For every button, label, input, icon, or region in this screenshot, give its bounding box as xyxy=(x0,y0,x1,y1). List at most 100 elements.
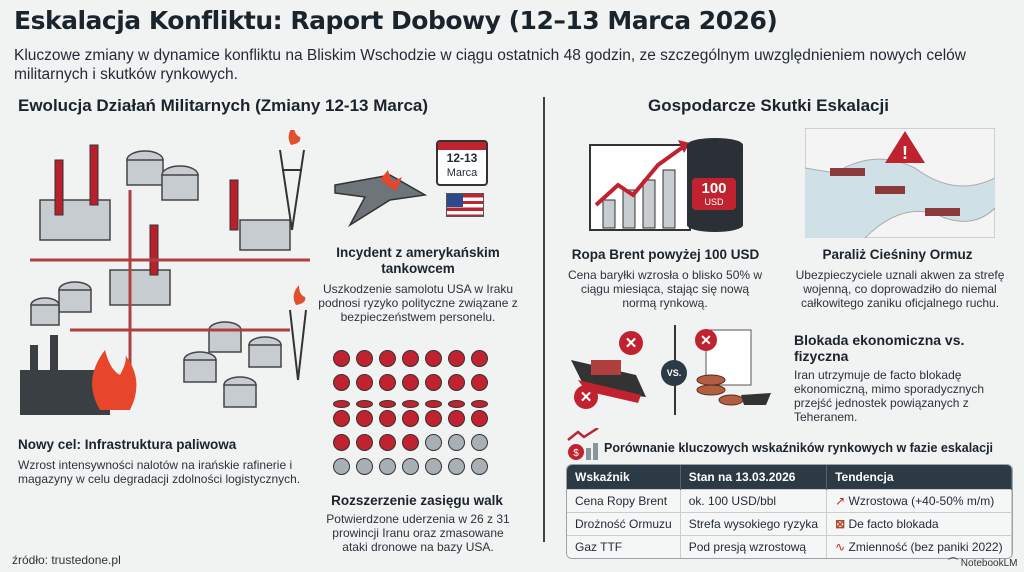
table-cell: ↗ Wzrostowa (+40-50% m/m) xyxy=(826,488,1012,512)
province-struck-dot xyxy=(333,374,350,391)
province-struck-dot xyxy=(471,400,488,408)
table-row: Cena Ropy Brent ok. 100 USD/bbl ↗ Wzrost… xyxy=(567,488,1012,512)
province-unstruck-dot xyxy=(471,458,488,475)
dot-row xyxy=(330,458,510,482)
trend-up-icon: ↗ xyxy=(835,493,846,508)
svg-text:!: ! xyxy=(902,143,908,163)
province-struck-dot xyxy=(379,434,396,451)
fuel-text: Wzrost intensywności nalotów na irańskie… xyxy=(18,458,301,486)
province-struck-dot xyxy=(402,374,419,391)
province-struck-dot xyxy=(402,434,419,451)
province-struck-dot xyxy=(425,350,442,367)
province-unstruck-dot xyxy=(448,458,465,475)
table-cell: ∿ Zmienność (bez paniki 2022) xyxy=(826,534,1012,558)
table-cell: ⊠ De facto blokada xyxy=(826,511,1012,535)
province-struck-dot xyxy=(379,410,396,427)
province-struck-dot xyxy=(448,400,465,408)
province-unstruck-dot xyxy=(402,458,419,475)
province-struck-dot xyxy=(448,350,465,367)
page-title: Eskalacja Konfliktu: Raport Dobowy (12–1… xyxy=(14,6,778,35)
market-growth-icon: $ xyxy=(567,428,599,460)
dot-row xyxy=(330,350,510,374)
range-text: Potwierdzone uderzenia w 26 z 31 prowinc… xyxy=(326,512,510,554)
table-header-row: Wskaźnik Stan na 13.03.2026 Tendencja xyxy=(567,465,1012,489)
brent-title: Ropa Brent powyżej 100 USD xyxy=(571,247,760,262)
column-header: Stan na 13.03.2026 xyxy=(680,465,828,489)
svg-text:✕: ✕ xyxy=(580,389,593,406)
hormuz-map-illustration: ! xyxy=(805,128,995,238)
table-cell: Cena Ropy Brent xyxy=(567,488,681,512)
province-struck-dot xyxy=(333,400,350,408)
market-indicators-table: Wskaźnik Stan na 13.03.2026 Tendencja Ce… xyxy=(566,464,1013,559)
province-struck-dot xyxy=(379,400,396,408)
province-struck-dot xyxy=(471,374,488,391)
calendar-date: 12-13 xyxy=(446,151,478,165)
province-unstruck-dot xyxy=(379,458,396,475)
svg-text:✕: ✕ xyxy=(700,332,712,348)
province-struck-dot xyxy=(448,374,465,391)
barrier-icon: ⊠ xyxy=(835,516,846,531)
barrel-value: 100 xyxy=(701,180,727,197)
province-unstruck-dot xyxy=(356,458,373,475)
province-unstruck-dot xyxy=(425,458,442,475)
province-dot-grid xyxy=(330,350,510,482)
range-title: Rozszerzenie zasięgu walk xyxy=(331,493,503,508)
province-struck-dot xyxy=(425,410,442,427)
hormuz-title: Paraliż Cieśniny Ormuz xyxy=(822,247,973,262)
province-struck-dot xyxy=(402,410,419,427)
volatility-icon: ∿ xyxy=(835,539,846,554)
province-struck-dot xyxy=(402,400,419,408)
province-struck-dot xyxy=(379,374,396,391)
left-section-heading: Ewolucja Działań Militarnych (Zmiany 12-… xyxy=(18,96,429,115)
province-struck-dot xyxy=(333,434,350,451)
brent-text: Cena baryłki wzrosła o blisko 50% w ciąg… xyxy=(567,268,763,310)
dot-row xyxy=(330,410,510,434)
province-struck-dot xyxy=(333,410,350,427)
province-struck-dot xyxy=(402,350,419,367)
svg-text:✕: ✕ xyxy=(625,335,638,352)
notebooklm-watermark: ⌒ NotebookLM xyxy=(948,558,1018,569)
fighter-jet-icon xyxy=(334,170,428,228)
table-cell: Drożność Ormuzu xyxy=(567,511,681,535)
blockade-illustration: ✕ ✕ ✕ xyxy=(571,325,771,415)
source-label: źródło: trustedone.pl xyxy=(12,553,121,567)
divider xyxy=(543,97,545,542)
trend-text: Zmienność (bez paniki 2022) xyxy=(848,539,1003,554)
trend-text: De facto blokada xyxy=(848,516,939,531)
dot-row xyxy=(330,434,510,458)
province-struck-dot xyxy=(471,350,488,367)
vs-badge: VS. xyxy=(661,360,687,386)
calendar-icon: 12-13 Marca xyxy=(436,140,488,186)
table-row: Gaz TTF Pod presją wzrostową ∿ Zmienność… xyxy=(567,534,1012,558)
hormuz-text: Ubezpieczyciele uznali akwen za strefę w… xyxy=(795,268,1005,310)
table-cell: Gaz TTF xyxy=(567,534,681,558)
table-row: Drożność Ormuzu Strefa wysokiego ryzyka … xyxy=(567,511,1012,535)
barrel-unit: USD xyxy=(704,197,724,207)
province-struck-dot xyxy=(448,410,465,427)
dot-row xyxy=(330,374,510,398)
blockade-title: Blokada ekonomiczna vs. fizyczna xyxy=(794,332,965,364)
province-struck-dot xyxy=(425,400,442,408)
province-unstruck-dot xyxy=(333,458,350,475)
blockade-text: Iran utrzymuje de facto blokadę ekonomic… xyxy=(794,368,985,424)
table-cell: Pod presją wzrostową xyxy=(680,534,828,558)
province-unstruck-dot xyxy=(448,434,465,451)
refinery-illustration xyxy=(20,130,310,415)
page-subtitle: Kluczowe zmiany w dynamice konfliktu na … xyxy=(14,47,966,83)
svg-text:$: $ xyxy=(573,448,579,459)
province-struck-dot xyxy=(356,410,373,427)
table-cell: Strefa wysokiego ryzyka xyxy=(680,511,828,535)
province-unstruck-dot xyxy=(471,434,488,451)
incident-title: Incydent z amerykańskim tankowcem xyxy=(336,245,500,276)
province-struck-dot xyxy=(356,434,373,451)
barrel-price-label: 100 USD xyxy=(692,178,736,210)
fuel-title: Nowy cel: Infrastruktura paliwowa xyxy=(18,437,237,452)
calendar-month: Marca xyxy=(446,167,478,179)
province-struck-dot xyxy=(471,410,488,427)
column-header: Wskaźnik xyxy=(567,465,681,489)
province-struck-dot xyxy=(356,400,373,408)
province-struck-dot xyxy=(333,350,350,367)
province-unstruck-dot xyxy=(425,434,442,451)
incident-text: Uszkodzenie samolotu USA w Iraku podnosi… xyxy=(318,282,518,324)
province-struck-dot xyxy=(356,350,373,367)
